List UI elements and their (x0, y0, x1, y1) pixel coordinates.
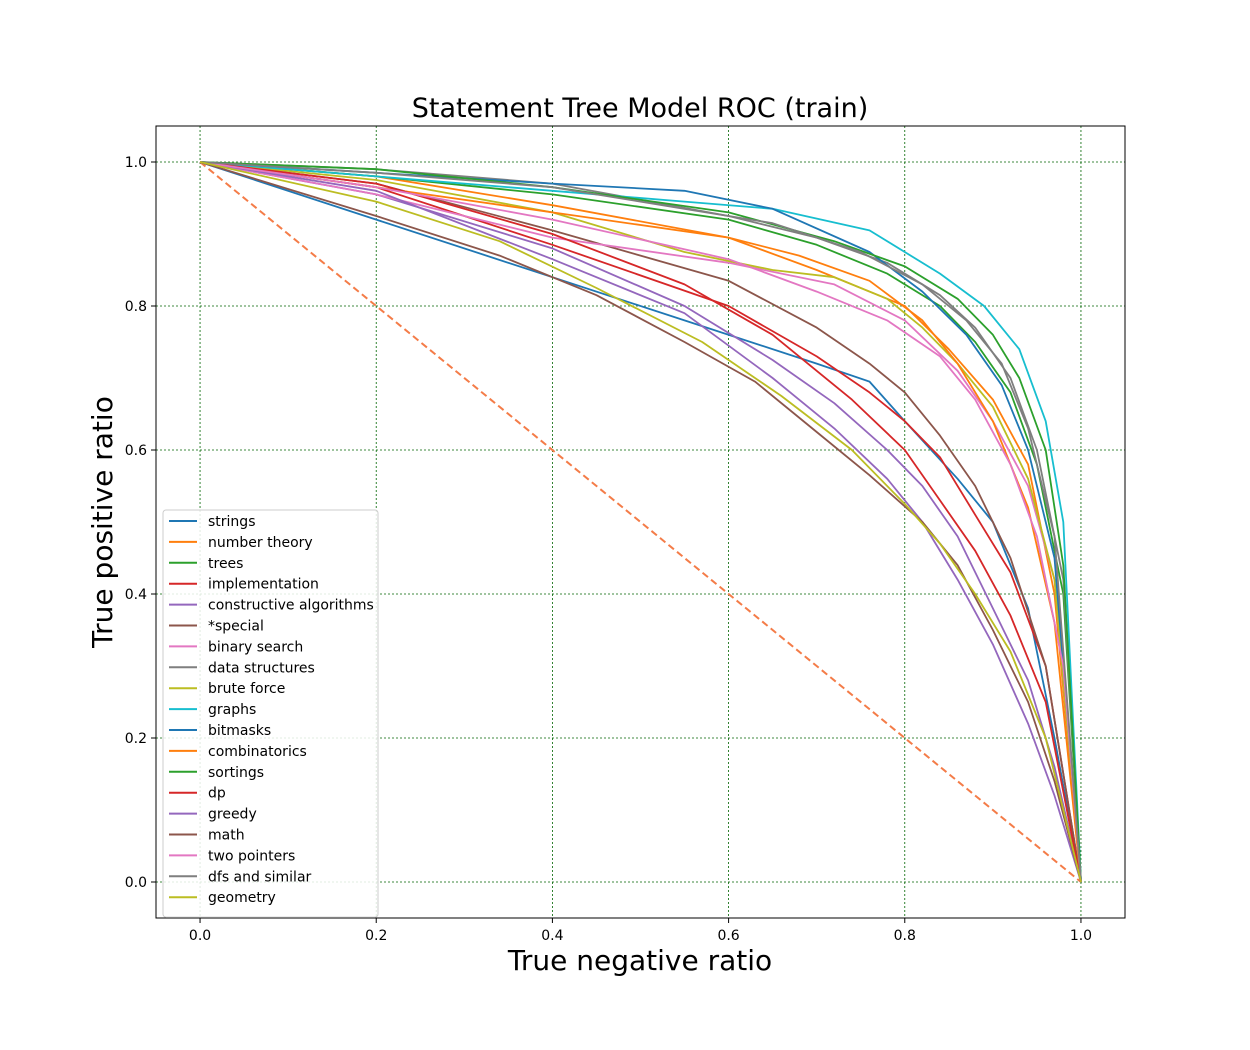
series-line-bitmasks (199, 161, 1082, 883)
series-line-dp (199, 161, 1082, 883)
y-tick-label: 0.4 (125, 587, 147, 603)
y-tick-label: 0.8 (125, 299, 147, 315)
legend: strings number theory trees implementation c… (162, 509, 379, 918)
x-axis-label: True negative ratio (507, 944, 772, 977)
diagonal-layer (199, 161, 1082, 883)
legend-entry-label: number theory (208, 535, 313, 551)
legend-entry-label: sortings (208, 765, 264, 781)
series-line-two-pointers (199, 161, 1082, 883)
legend-entry-label: brute force (208, 681, 285, 697)
legend-box (162, 509, 379, 918)
plot-frame (155, 125, 1126, 919)
series-line-greedy (199, 161, 1082, 883)
series-line-geometry (199, 161, 1082, 883)
x-tick-label: 0.8 (894, 928, 916, 944)
legend-entry-label: binary search (208, 639, 303, 655)
legend-entry-label: math (208, 828, 245, 844)
legend-entry-label: trees (208, 556, 243, 572)
y-axis-label: True positive ratio (86, 396, 119, 649)
legend-entry-label: dfs and similar (208, 869, 312, 885)
series-line-math (199, 161, 1082, 883)
x-tick-label: 0.0 (189, 928, 211, 944)
legend-entry-label: combinatorics (208, 744, 307, 760)
legend-entry-label: bitmasks (208, 723, 271, 739)
series-line-dfs-and-similar (199, 161, 1082, 883)
series-line-special (199, 161, 1082, 883)
series-layer (199, 161, 1082, 883)
x-tick-label: 1.0 (1070, 928, 1092, 944)
x-tick-label: 0.2 (365, 928, 387, 944)
series-line-graphs (199, 161, 1082, 883)
series-line-binary-search (199, 161, 1082, 883)
legend-entry-label: two pointers (208, 848, 295, 864)
legend-entry-label: greedy (208, 807, 257, 823)
tick-layer: 0.0 0.2 0.4 0.6 0.8 1.0 0.0 0.2 0.4 0.6 0.8 1.0 (125, 155, 1092, 944)
y-tick-label: 0.6 (125, 443, 147, 459)
legend-entry-label: graphs (208, 702, 256, 718)
chart-title: Statement Tree Model ROC (train) (412, 93, 869, 124)
x-tick-label: 0.4 (541, 928, 563, 944)
series-line-constructive-algorithms (199, 161, 1082, 883)
legend-entry-label: implementation (208, 577, 319, 593)
y-tick-label: 1.0 (125, 155, 147, 171)
legend-entry-label: dp (208, 786, 226, 802)
legend-entry-label: strings (208, 514, 255, 530)
legend-entry-label: constructive algorithms (208, 598, 374, 614)
legend-entry-label: data structures (208, 660, 315, 676)
x-tick-label: 0.6 (717, 928, 739, 944)
series-line-implementation (199, 161, 1082, 883)
diagonal-reference-line (199, 161, 1082, 883)
y-tick-label: 0.0 (125, 875, 147, 891)
legend-entry-label: geometry (208, 890, 276, 906)
y-tick-label: 0.2 (125, 731, 147, 747)
legend-entry-label: *special (208, 619, 264, 635)
